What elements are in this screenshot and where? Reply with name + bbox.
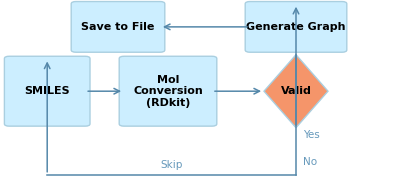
FancyBboxPatch shape <box>119 56 217 126</box>
Polygon shape <box>264 55 328 128</box>
Text: No: No <box>303 157 317 167</box>
Text: SMILES: SMILES <box>24 86 70 96</box>
Text: Generate Graph: Generate Graph <box>246 22 346 32</box>
Text: Save to File: Save to File <box>81 22 155 32</box>
Text: Valid: Valid <box>280 86 312 96</box>
Text: Mol
Conversion
(RDkit): Mol Conversion (RDkit) <box>133 75 203 108</box>
FancyBboxPatch shape <box>4 56 90 126</box>
Text: Skip: Skip <box>160 160 183 170</box>
Text: Yes: Yes <box>303 130 320 140</box>
FancyBboxPatch shape <box>245 2 347 52</box>
FancyBboxPatch shape <box>71 2 165 52</box>
